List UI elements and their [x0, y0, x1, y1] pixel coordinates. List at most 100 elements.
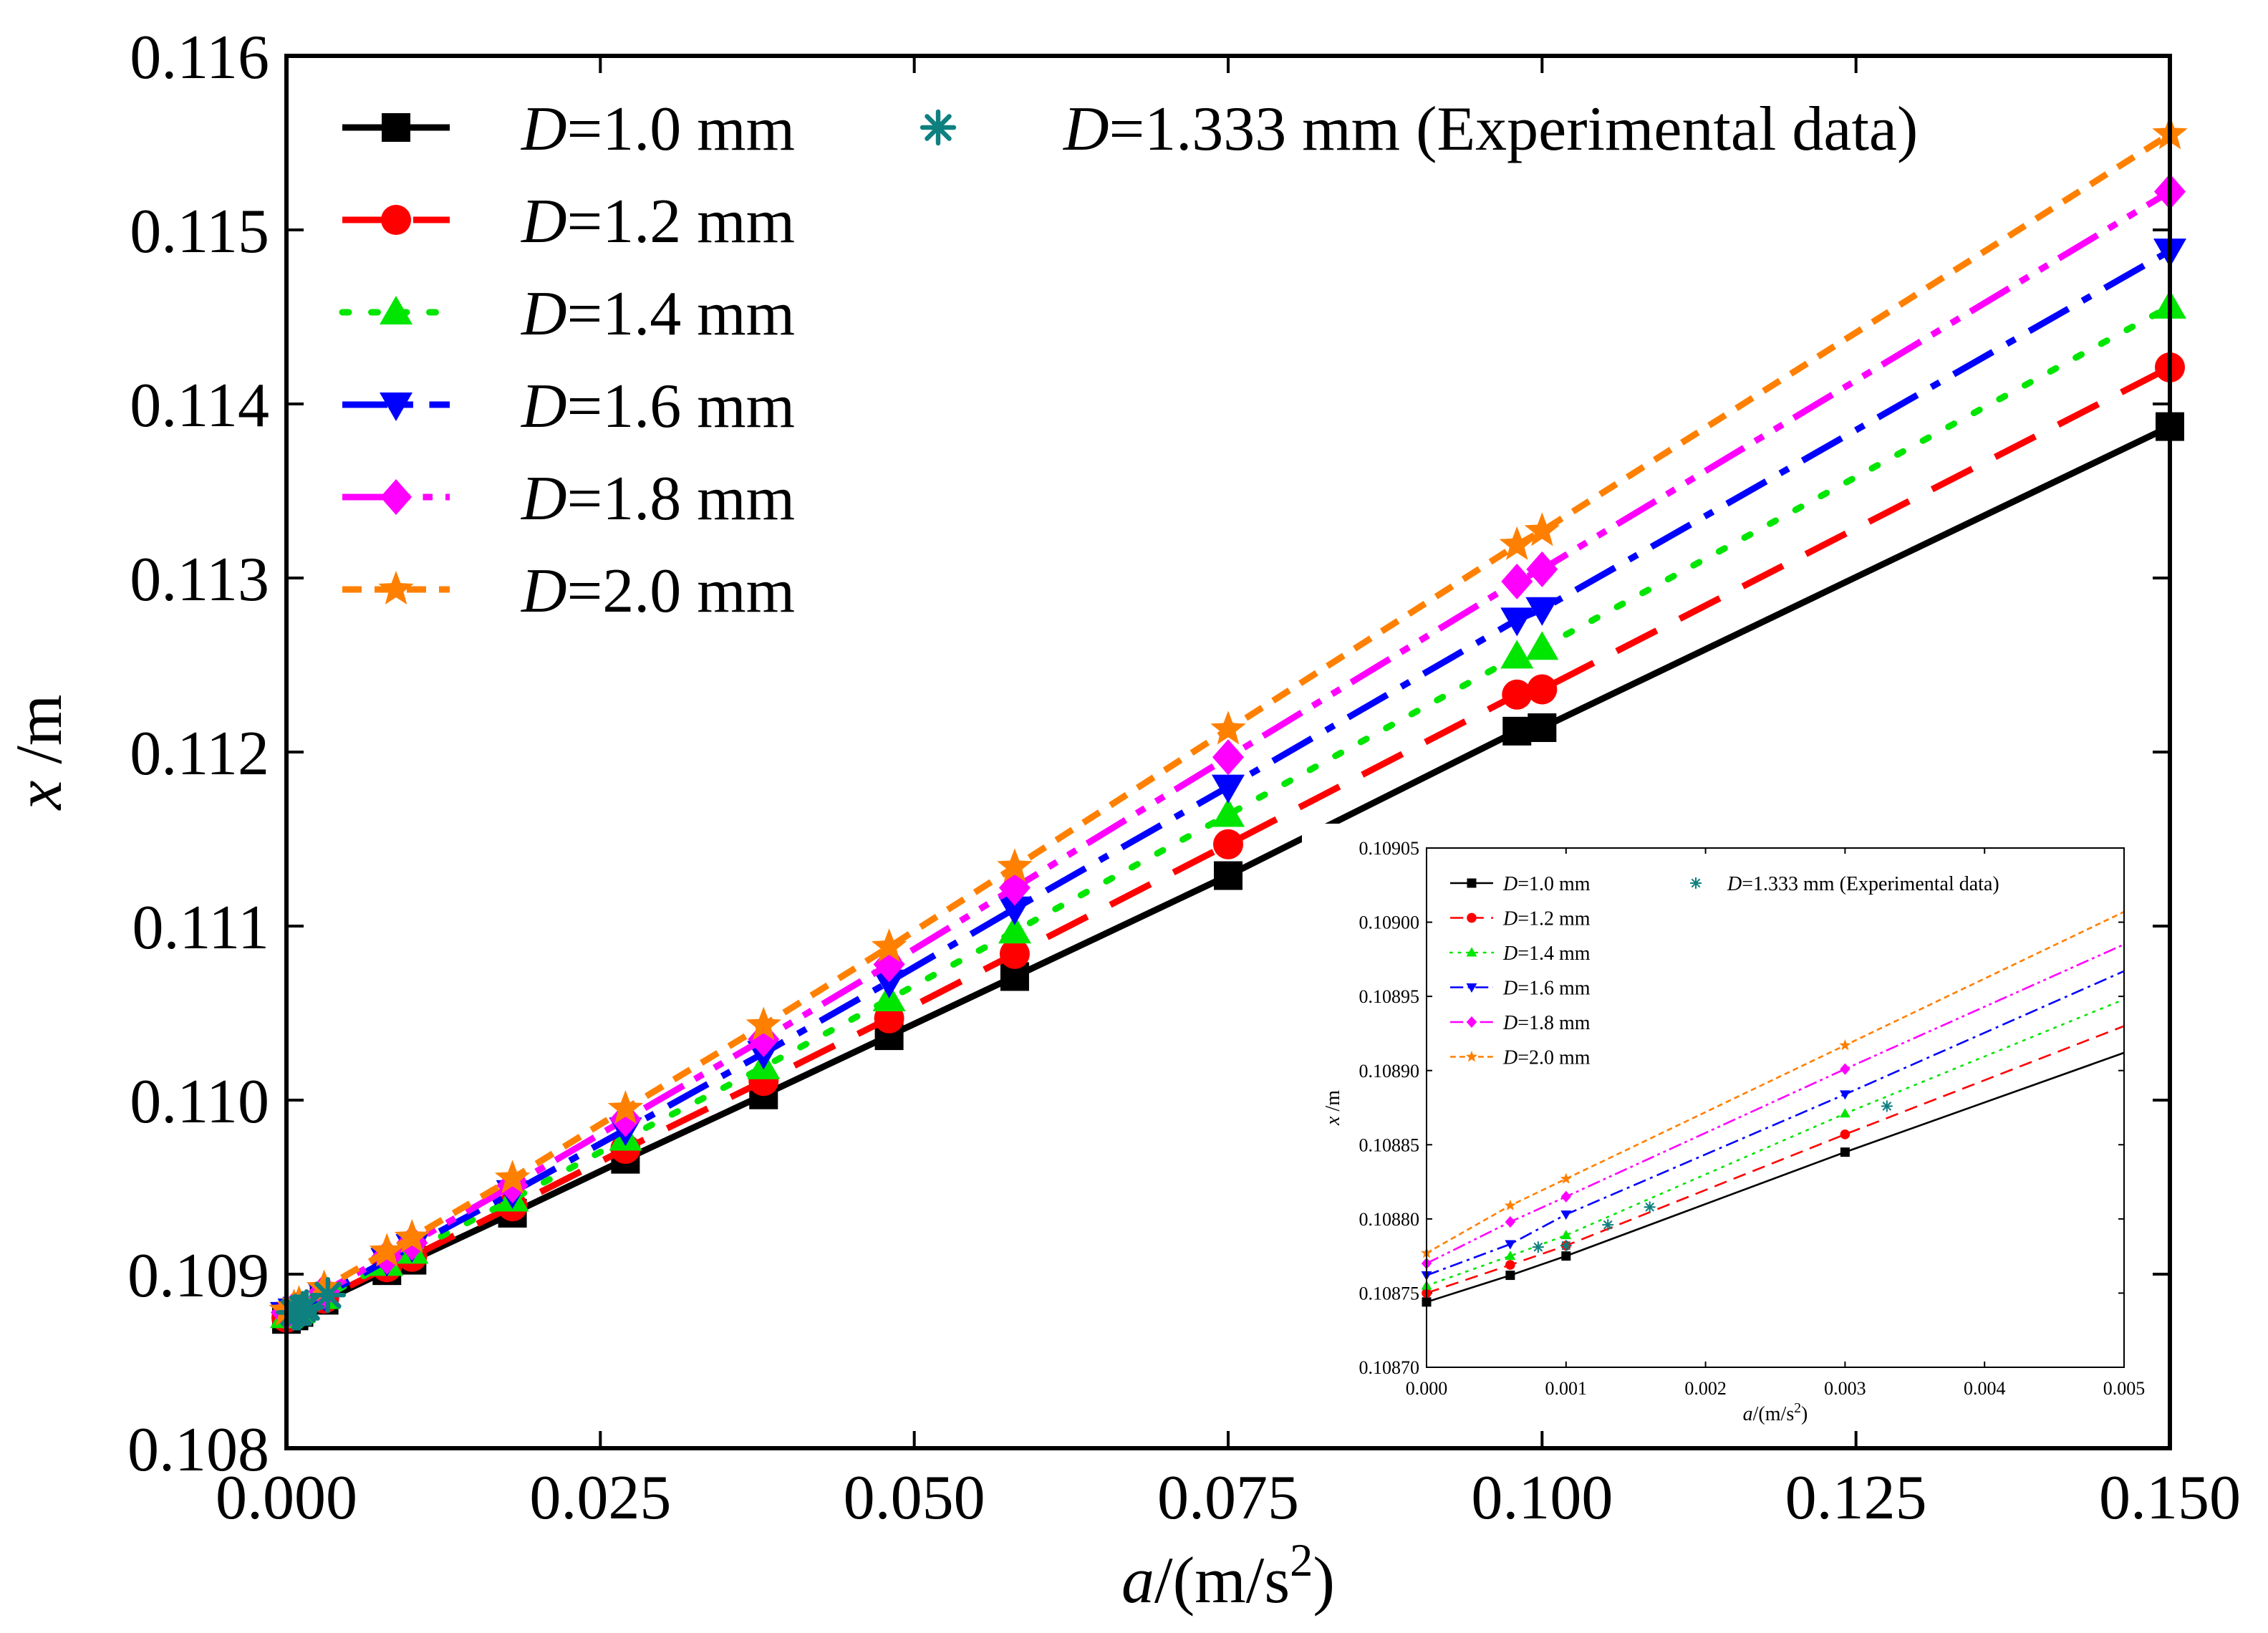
- inset-series-d-1-333-mm-experimental-data: [1532, 1100, 1893, 1253]
- inset-x-tick-label: 0.005: [2103, 1378, 2146, 1399]
- main-y-tick-label: 0.114: [130, 371, 269, 440]
- main-x-axis-label-sup: 2: [1290, 1535, 1313, 1586]
- main-legend-marker: [380, 392, 412, 421]
- main-y-tick-label: 0.112: [130, 719, 269, 789]
- inset-legend-marker: [1466, 983, 1477, 993]
- inset-y-tick-label: 0.10885: [1359, 1135, 1420, 1155]
- inset-point-d-1-333-mm-experimental-data-stroke: [1533, 1243, 1543, 1252]
- main-legend-entry: D=1.8 mm: [342, 464, 795, 534]
- inset-legend-entry: D=1.333 mm (Experimental data): [1689, 873, 1999, 895]
- inset-legend-marker: [1467, 878, 1477, 888]
- main-point-d-2-0-mm: [494, 1160, 531, 1194]
- main-legend-label: D=1.2 mm: [521, 187, 795, 256]
- main-x-tick-label: 0.050: [844, 1463, 985, 1533]
- inset-point-d-1-6-mm: [1839, 1090, 1850, 1100]
- main-point-d-1-8-mm: [1501, 563, 1533, 599]
- main-legend-label: D=1.4 mm: [521, 279, 795, 349]
- inset-point-d-1-333-mm-experimental-data: [1532, 1241, 1545, 1253]
- main-legend-entry: D=2.0 mm: [342, 557, 795, 626]
- inset-y-axis-label: x /m: [1322, 1090, 1344, 1126]
- inset-legend-label-var: D: [1502, 1012, 1517, 1034]
- inset-point-d-1-333-mm-experimental-data-stroke: [1603, 1220, 1613, 1230]
- inset-y-tick-label: 0.10895: [1359, 986, 1420, 1007]
- main-legend-label-text: =1.6 mm: [567, 372, 796, 441]
- main-legend-label: D=1.0 mm: [521, 95, 795, 164]
- inset-frame: [1426, 847, 2125, 1368]
- inset-y-tick-label: 0.10880: [1359, 1209, 1420, 1230]
- main-point-d-1-0-mm: [1214, 861, 1242, 890]
- inset-point-d-1-4-mm: [1839, 1108, 1850, 1118]
- main-point-d-1-6-mm: [872, 969, 906, 998]
- main-legend-label: D=2.0 mm: [521, 557, 795, 626]
- inset-legend-label-text: =1.4 mm: [1517, 943, 1591, 965]
- main-y-axis-label: x /m: [2, 695, 75, 811]
- main-point-d-1-2-mm: [1527, 674, 1558, 705]
- inset-x-tick-label: 0.004: [1964, 1378, 2006, 1399]
- main-point-d-2-0-mm: [369, 1233, 405, 1267]
- main-x-tick-label: 0.075: [1157, 1463, 1299, 1533]
- inset-point-d-1-8-mm: [1560, 1190, 1571, 1203]
- main-point-d-1-6-mm: [1500, 607, 1534, 637]
- inset-point-d-1-4-mm: [1505, 1251, 1516, 1261]
- inset-legend-label-var: D: [1727, 873, 1742, 895]
- inset-y-tick-label: 0.10890: [1359, 1061, 1420, 1082]
- inset-legend-entry: D=1.8 mm: [1450, 1012, 1591, 1034]
- main-legend-marker: [920, 109, 957, 146]
- main-legend-label: D=1.333 mm (Experimental data): [1063, 95, 1918, 164]
- inset-point-d-1-0-mm: [1561, 1251, 1571, 1261]
- main-point-d-1-4-mm: [998, 915, 1031, 944]
- inset-legend-marker-stroke: [1691, 878, 1701, 888]
- main-y-tick-label: 0.110: [130, 1067, 269, 1137]
- main-legend-label: D=1.8 mm: [521, 464, 795, 534]
- main-point-d-1-8-mm: [1212, 739, 1244, 776]
- main-legend-label-var: D: [521, 187, 567, 256]
- main-y-axis-label-unit: /m: [2, 695, 75, 781]
- inset-x-axis-label-close: ): [1801, 1403, 1808, 1425]
- main-x-tick-label: 0.025: [529, 1463, 671, 1533]
- inset-legend-label-text: =1.6 mm: [1517, 977, 1591, 999]
- main-point-d-1-0-mm: [1502, 716, 1532, 746]
- main-legend-marker: [382, 113, 410, 142]
- main-point-d-1-333-mm-experimental-data: [309, 1276, 347, 1314]
- main-legend-entry: D=1.333 mm (Experimental data): [920, 95, 1918, 164]
- inset-x-tick-label: 0.003: [1824, 1378, 1866, 1399]
- main-x-tick-label: 0.150: [2099, 1463, 2241, 1533]
- main-legend-label-var: D: [521, 557, 567, 626]
- main-point-d-2-0-mm: [1210, 710, 1246, 745]
- inset-line-d-1-4-mm: [1425, 998, 2125, 1287]
- main-point-d-2-0-mm: [306, 1269, 342, 1304]
- main-x-tick-label: 0.100: [1471, 1463, 1613, 1533]
- main-legend-entry: D=1.0 mm: [342, 95, 795, 164]
- inset-y-tick-label: 0.10900: [1359, 912, 1420, 933]
- main-point-d-1-6-mm: [1212, 774, 1245, 804]
- inset-background: [1302, 824, 2153, 1420]
- inset-axes: 0.000 0.001 0.002 0.003 0.004 0.005 0.10870 0.1…: [1322, 838, 2145, 1425]
- inset-legend-label-var: D: [1502, 1046, 1517, 1069]
- main-legend-marker-stroke: [925, 114, 952, 141]
- main-x-axis-label-var: a: [1121, 1543, 1154, 1617]
- main-point-d-1-4-mm: [1212, 798, 1245, 827]
- inset-point-d-1-333-mm-experimental-data-stroke: [1561, 1241, 1570, 1251]
- main-legend-label-text: =1.2 mm: [567, 187, 796, 256]
- main-point-d-1-6-mm: [998, 896, 1031, 925]
- main-point-d-1-2-mm: [1502, 679, 1533, 710]
- main-legend-label-text: =1.0 mm: [567, 95, 796, 164]
- inset-legend-label: D=1.2 mm: [1502, 907, 1591, 930]
- main-point-d-1-333-mm-experimental-data-stroke: [314, 1281, 342, 1309]
- inset-point-d-1-8-mm: [1505, 1215, 1516, 1228]
- inset-legend-marker: [1689, 877, 1702, 890]
- inset-legend-entry: D=1.6 mm: [1450, 977, 1591, 999]
- inset-series-d-1-6-mm: [1421, 970, 2125, 1281]
- inset-point-d-1-4-mm: [1560, 1230, 1572, 1240]
- main-point-d-1-333-mm-experimental-data: [288, 1288, 325, 1326]
- inset-x-axis-label-var: a: [1743, 1403, 1753, 1425]
- inset-legend-entry: D=2.0 mm: [1450, 1046, 1591, 1069]
- inset-legend-label-text: =1.8 mm: [1517, 1012, 1591, 1034]
- main-legend-label-var: D: [521, 464, 567, 534]
- inset-legend-label: D=1.4 mm: [1502, 943, 1591, 965]
- inset-point-d-1-0-mm: [1505, 1271, 1515, 1281]
- inset-x-axis-label: a/(m/s2): [1743, 1401, 1808, 1425]
- main-y-tick-label: 0.111: [132, 893, 269, 963]
- main-point-d-1-6-mm: [1525, 597, 1559, 626]
- inset-x-tick-label: 0.001: [1545, 1378, 1588, 1399]
